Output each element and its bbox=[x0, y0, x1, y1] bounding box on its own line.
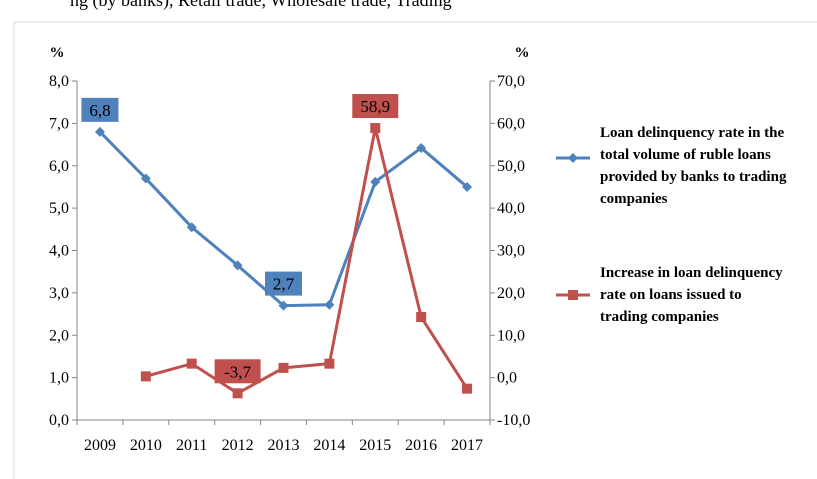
series-point-2 bbox=[462, 383, 473, 394]
right-tick-label: 20,0 bbox=[497, 285, 525, 302]
data-labels-layer: 6,8 2,7 -3,7 58,9 bbox=[81, 94, 399, 384]
series-point-1 bbox=[232, 260, 243, 271]
legend-marker-1 bbox=[568, 153, 578, 163]
left-axis-unit: % bbox=[50, 45, 65, 61]
left-tick-label: 6,0 bbox=[49, 158, 69, 175]
left-tick-label: 5,0 bbox=[49, 200, 69, 217]
data-label-box bbox=[265, 271, 302, 296]
series-point-2 bbox=[370, 123, 381, 134]
series-point-2 bbox=[232, 388, 243, 399]
right-tick-label: 40,0 bbox=[497, 200, 525, 217]
data-label-box bbox=[214, 359, 261, 384]
page-fragment-text: ng (by banks), Retail trade, Wholesale t… bbox=[70, 0, 452, 11]
x-tick-label: 2016 bbox=[405, 437, 437, 454]
series-line-2 bbox=[145, 126, 469, 395]
left-tick-label: 2,0 bbox=[49, 327, 69, 344]
series-point-1 bbox=[94, 126, 105, 137]
x-tick-label: 2011 bbox=[176, 437, 207, 454]
legend-label-1: companies bbox=[600, 191, 668, 207]
right-tick-label: 60,0 bbox=[497, 115, 525, 132]
series-point-1 bbox=[278, 300, 289, 311]
series-point-2 bbox=[324, 358, 335, 369]
right-tick-label: 30,0 bbox=[497, 243, 525, 260]
x-tick-label: 2014 bbox=[313, 437, 345, 454]
legend-label-1: total volume of ruble loans bbox=[600, 147, 771, 163]
x-tick-label: 2017 bbox=[451, 437, 483, 454]
data-label: -3,7 bbox=[224, 362, 251, 381]
legend-label-1: provided by banks to trading bbox=[600, 169, 787, 185]
x-tick-label: 2013 bbox=[268, 437, 300, 454]
legend-label-2: trading companies bbox=[600, 309, 719, 325]
series-point-1 bbox=[324, 299, 335, 310]
data-label: 2,7 bbox=[273, 275, 295, 294]
series-point-2 bbox=[140, 371, 151, 382]
left-tick-label: 1,0 bbox=[49, 370, 69, 387]
right-tick-label: -10,0 bbox=[497, 412, 530, 429]
series-point-1 bbox=[462, 181, 473, 192]
left-tick-label: 4,0 bbox=[49, 243, 69, 260]
left-tick-label: 3,0 bbox=[49, 285, 69, 302]
series-point-1 bbox=[140, 173, 151, 184]
x-tick-label: 2015 bbox=[359, 437, 391, 454]
x-axis-ticks: 2009 2010 2011 2012 2013 2014 2015 2016 2017 bbox=[76, 420, 491, 454]
legend-label-2: Increase in loan delinquency bbox=[600, 265, 783, 281]
left-tick-label: 7,0 bbox=[49, 115, 69, 132]
left-tick-label: 8,0 bbox=[49, 73, 69, 90]
series-point-2 bbox=[278, 362, 289, 373]
series-point-1 bbox=[186, 222, 197, 233]
right-tick-label: 0,0 bbox=[497, 370, 517, 387]
data-label-box bbox=[352, 94, 399, 119]
data-label-box bbox=[81, 97, 119, 122]
legend-label-2: rate on loans issued to bbox=[600, 287, 742, 303]
x-tick-label: 2010 bbox=[130, 437, 162, 454]
right-tick-label: 10,0 bbox=[497, 327, 525, 344]
x-tick-label: 2012 bbox=[222, 437, 254, 454]
series-point-2 bbox=[416, 312, 427, 323]
legend-label-1: Loan delinquency rate in the bbox=[600, 125, 785, 141]
right-axis-ticks: -10,0 0,0 10,0 20,0 30,0 40,0 50,0 60,0 70,0 bbox=[490, 73, 530, 429]
series-point-2 bbox=[186, 358, 197, 369]
right-tick-label: 50,0 bbox=[497, 158, 525, 175]
legend-marker-2 bbox=[568, 290, 578, 300]
right-axis-unit: % bbox=[515, 45, 530, 61]
legend: Loan delinquency rate in the total volume… bbox=[556, 125, 787, 325]
right-tick-label: 70,0 bbox=[497, 73, 525, 90]
data-label: 58,9 bbox=[360, 97, 390, 116]
left-tick-label: 0,0 bbox=[49, 412, 69, 429]
x-tick-label: 2009 bbox=[84, 437, 116, 454]
series-point-1 bbox=[416, 142, 427, 153]
left-axis-ticks: 0,0 1,0 2,0 3,0 4,0 5,0 6,0 7,0 8,0 bbox=[49, 73, 77, 429]
series-point-1 bbox=[370, 176, 381, 187]
series-layer bbox=[94, 123, 473, 399]
data-label: 6,8 bbox=[89, 101, 110, 120]
